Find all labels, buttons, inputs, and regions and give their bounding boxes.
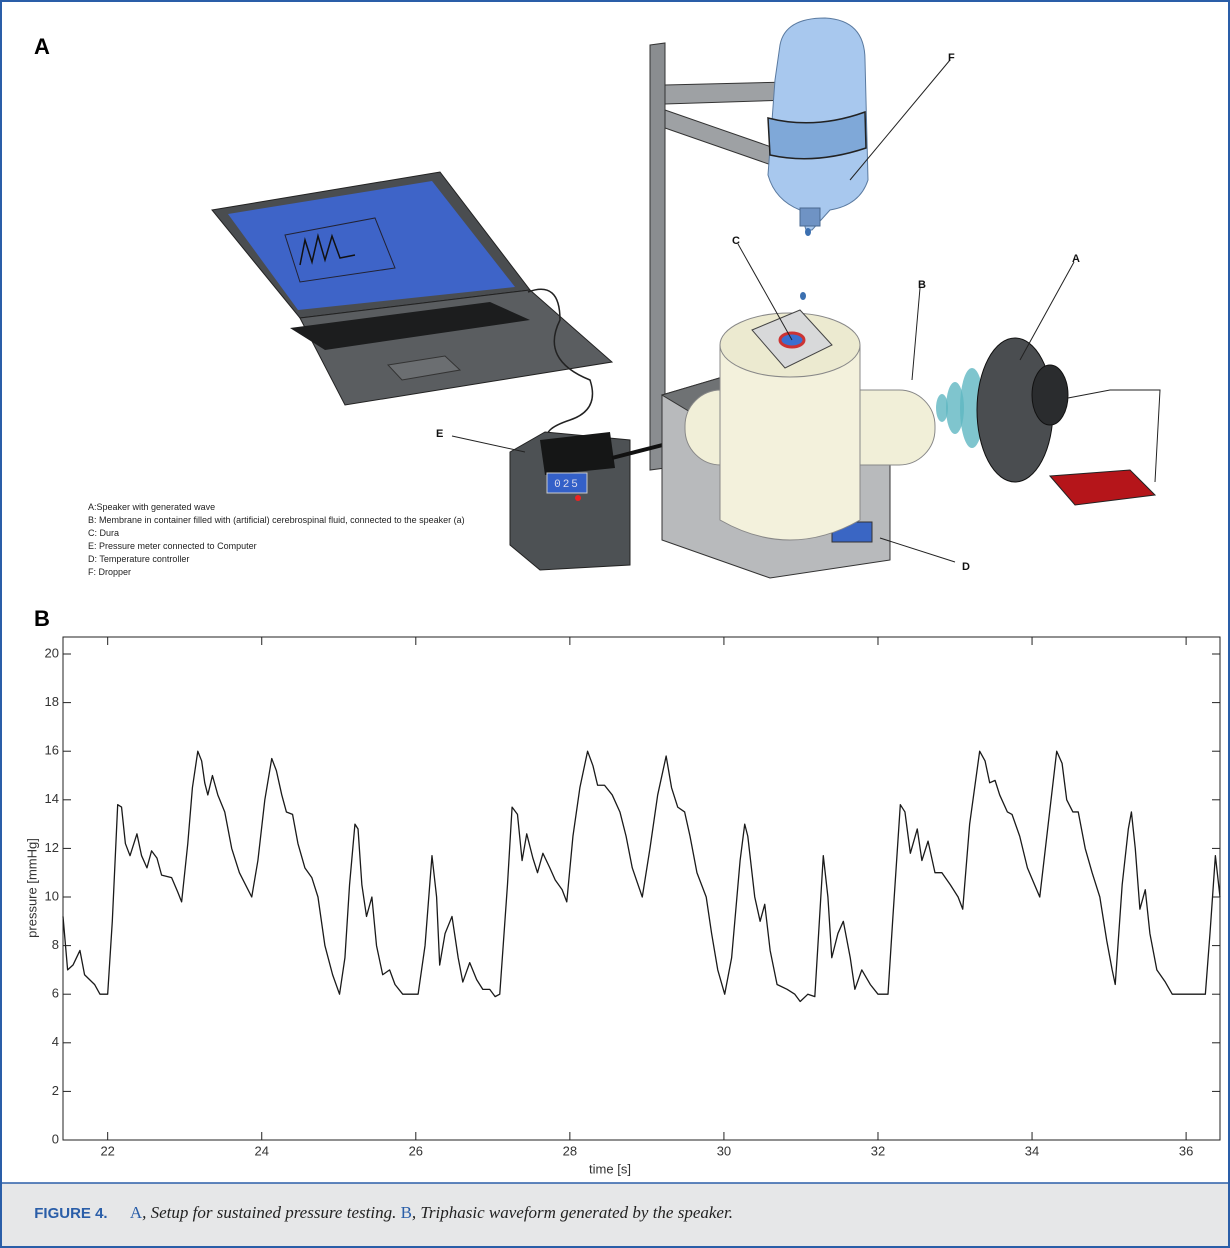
y-tick-label: 8 (52, 937, 59, 952)
cable (527, 288, 594, 441)
panel-letter: A (34, 34, 50, 59)
bottle-cap (799, 207, 821, 227)
callout-label: F (948, 52, 955, 64)
x-tick-label: 24 (255, 1143, 269, 1158)
callout-line (1019, 261, 1075, 361)
display-reading: 025 (554, 479, 580, 491)
y-tick-label: 18 (45, 694, 59, 709)
meter-led (575, 495, 581, 501)
legend-line: E: Pressure meter connected to Computer (88, 541, 257, 551)
panel-letter: B (34, 606, 50, 631)
callout-line (737, 243, 793, 341)
callout-line (879, 537, 956, 563)
legend-line: F: Dropper (88, 567, 131, 577)
callout-line (849, 59, 951, 181)
meter-top (540, 432, 615, 475)
caption: FIGURE 4. A, Setup for sustained pressur… (12, 1203, 746, 1222)
caption-band (2, 1183, 1228, 1246)
speaker-wire (1067, 389, 1161, 483)
caption-text: , Setup for sustained pressure testing. (142, 1203, 400, 1222)
y-tick-label: 14 (45, 791, 59, 806)
legend-line: C: Dura (88, 528, 119, 538)
screen-wave (299, 233, 356, 266)
x-tick-label: 28 (563, 1143, 577, 1158)
x-tick-label: 22 (100, 1143, 114, 1158)
drop (805, 228, 811, 236)
y-tick-label: 2 (52, 1083, 59, 1098)
x-tick-label: 34 (1025, 1143, 1039, 1158)
y-tick-label: 12 (45, 840, 59, 855)
caption-panel-ref: A (130, 1203, 143, 1222)
caption-label: FIGURE 4. (34, 1205, 107, 1222)
x-tick-label: 26 (409, 1143, 423, 1158)
callout-label: D (962, 561, 970, 573)
callout-line (911, 287, 921, 381)
sound-wave (946, 382, 964, 434)
legend-line: B: Membrane in container filled with (ar… (88, 515, 465, 525)
y-tick-label: 0 (52, 1131, 59, 1146)
caption-panel-ref: B (401, 1203, 412, 1222)
legend-line: D: Temperature controller (88, 554, 189, 564)
plot-frame (62, 636, 1221, 1141)
legend-line: A:Speaker with generated wave (88, 502, 215, 512)
y-axis-label: pressure [mmHg] (24, 838, 39, 938)
bottle-strap (767, 110, 867, 160)
speaker-magnet (1031, 364, 1069, 426)
callout-label: A (1072, 253, 1080, 265)
drop (800, 292, 806, 300)
caption-text: , Triphasic waveform generated by the sp… (412, 1203, 733, 1222)
callout-label: B (918, 279, 926, 291)
pressure-line (62, 750, 1221, 1003)
x-tick-label: 36 (1179, 1143, 1193, 1158)
y-tick-label: 20 (45, 645, 59, 660)
callout-label: E (436, 428, 443, 440)
callout-line (451, 435, 526, 453)
stand-arm (664, 81, 791, 105)
callout-label: C (732, 235, 740, 247)
y-tick-label: 4 (52, 1034, 59, 1049)
laptop-touchpad (386, 355, 462, 381)
y-tick-label: 16 (45, 743, 59, 758)
y-tick-label: 6 (52, 986, 59, 1001)
setup-illustration: A 025 (34, 17, 1161, 579)
laptop-keyboard (290, 302, 530, 350)
laptop-screen (228, 181, 515, 310)
x-axis-label: time [s] (589, 1161, 631, 1176)
container-body (719, 345, 861, 541)
screen-window (284, 217, 396, 283)
sound-wave (936, 394, 948, 422)
x-tick-label: 30 (717, 1143, 731, 1158)
y-tick-label: 10 (45, 888, 59, 903)
x-tick-label: 32 (871, 1143, 885, 1158)
meter-display (546, 472, 588, 494)
waveform-chart: B time [s] pressure [mmHg] 0246810121416… (24, 606, 1221, 1176)
battery (1048, 469, 1157, 506)
